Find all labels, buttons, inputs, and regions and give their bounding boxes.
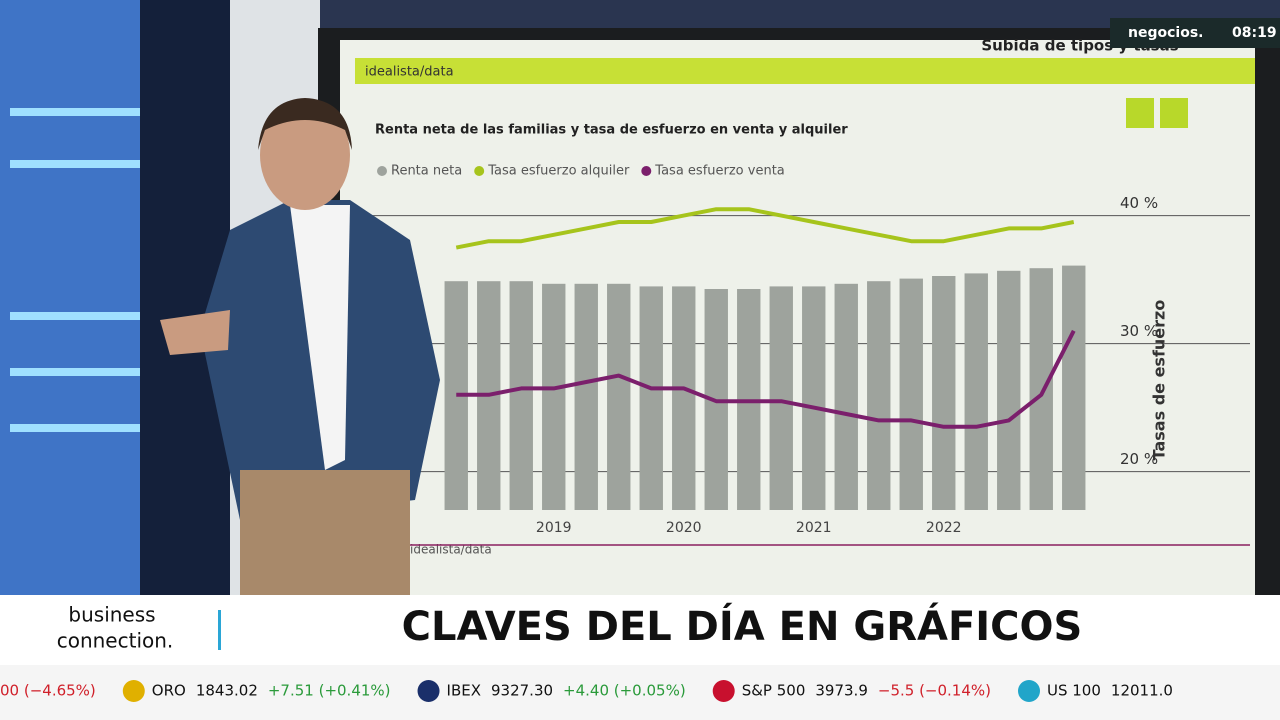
ticker-change: +4.40 (+0.05%)	[563, 682, 686, 700]
legend-label: Tasa esfuerzo alquiler	[487, 164, 630, 179]
ticker-icon	[122, 680, 145, 702]
x-tick-label: 2021	[796, 520, 832, 536]
x-tick-label: 2022	[926, 520, 962, 536]
ticker-name: IBEX	[447, 682, 481, 700]
legend-label: Renta neta	[391, 164, 462, 179]
legend-swatch	[474, 166, 485, 176]
bar	[542, 283, 566, 510]
legend-swatch	[641, 166, 652, 176]
bar	[867, 281, 891, 510]
logo-divider	[218, 610, 221, 650]
ticker-value: 9327.30	[491, 682, 553, 700]
ticker-name: S&P 500	[742, 682, 806, 700]
ticker: 00 (−4.65%) ORO 1843.02 +7.51 (+0.41%) IBEX 9…	[0, 680, 1173, 702]
bar	[964, 273, 988, 510]
screen-band	[355, 58, 1255, 84]
ticker-value: 12011.0	[1111, 682, 1173, 700]
bar	[1062, 265, 1086, 510]
headline: CLAVES DEL DÍA EN GRÁFICOS	[402, 602, 1083, 650]
plot: 20 % 30 % 40 % Tasas de esfuerzo 2019 2020 202…	[360, 194, 1250, 546]
ticker-bar	[0, 665, 1280, 720]
channel-bug	[1110, 18, 1280, 48]
ticker-name: US 100	[1047, 682, 1101, 700]
logo-line2: connection.	[57, 629, 174, 653]
brand: idealista/data	[365, 65, 454, 80]
line	[456, 329, 1076, 429]
legend: Renta neta Tasa esfuerzo alquiler Tasa esf…	[377, 164, 785, 179]
bar	[574, 283, 598, 510]
y-axis-label: Tasas de esfuerzo	[1150, 300, 1169, 461]
bar	[769, 286, 793, 510]
ticker-change: 00 (−4.65%)	[0, 682, 96, 700]
bar	[802, 286, 826, 510]
legend-swatch	[377, 166, 387, 176]
bar	[932, 276, 956, 510]
y-tick-label: 20 %	[1120, 450, 1158, 468]
ticker-value: 1843.02	[196, 682, 258, 700]
bar	[1029, 268, 1053, 510]
y-tick-label: 30 %	[1120, 322, 1158, 340]
ticker-name: ORO	[152, 682, 186, 700]
presenter	[160, 98, 440, 595]
bar	[834, 283, 858, 510]
logo-line1: business	[68, 603, 155, 627]
filter-button[interactable]	[1126, 98, 1154, 128]
ticker-icon	[417, 680, 440, 702]
ticker-change: +7.51 (+0.41%)	[268, 682, 391, 700]
y-tick-label: 40 %	[1120, 194, 1158, 212]
bar	[607, 283, 631, 510]
ticker-icon	[1018, 680, 1040, 702]
line	[455, 207, 1075, 250]
x-tick-label: 2020	[666, 520, 702, 536]
expand-button[interactable]	[1160, 98, 1188, 128]
clock: 08:19	[1232, 25, 1277, 41]
ticker-icon	[712, 680, 735, 702]
legend-label: Tasa esfuerzo venta	[654, 164, 784, 179]
lower-third	[0, 595, 1280, 665]
ticker-change: −5.5 (−0.14%)	[878, 682, 991, 700]
x-tick-label: 2019	[536, 520, 572, 536]
source: idealista/data	[410, 543, 492, 557]
bar	[997, 270, 1021, 510]
ticker-value: 3973.9	[815, 682, 868, 700]
bar	[509, 281, 533, 510]
bar	[899, 278, 923, 510]
channel: negocios.	[1128, 25, 1203, 41]
bar	[639, 286, 663, 510]
wall-stripes	[10, 108, 200, 432]
bar	[672, 286, 696, 510]
chart-title: Renta neta de las familias y tasa de esf…	[375, 123, 848, 138]
